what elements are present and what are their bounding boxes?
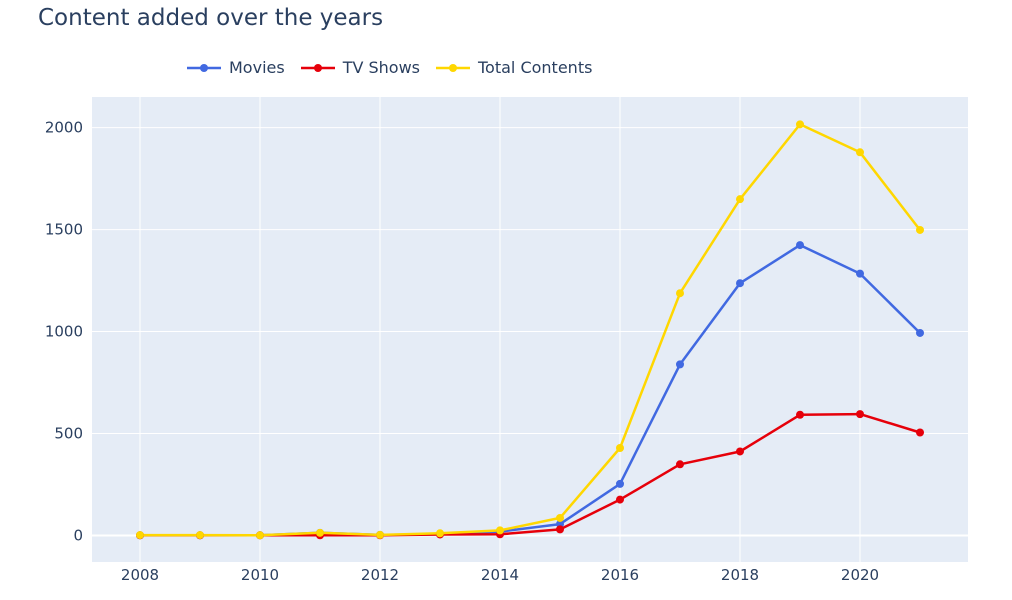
data-point-movies-2019[interactable] xyxy=(796,241,804,250)
y-tick-label: 1500 xyxy=(45,221,83,239)
x-tick-label: 2012 xyxy=(361,566,399,584)
data-point-tv-shows-2017[interactable] xyxy=(676,460,684,469)
series-points xyxy=(136,120,924,540)
x-axis-ticks: 2008 2010 2012 2014 2016 2018 2020 xyxy=(121,566,879,584)
legend-item-total-contents[interactable]: Total Contents xyxy=(434,58,592,77)
data-point-total-contents-2019[interactable] xyxy=(796,120,804,129)
legend-swatch-movies xyxy=(187,63,221,72)
legend-label-movies: Movies xyxy=(229,58,285,77)
data-point-tv-shows-2020[interactable] xyxy=(856,410,864,419)
x-tick-label: 2020 xyxy=(841,566,879,584)
data-point-tv-shows-2015[interactable] xyxy=(556,525,564,534)
data-point-total-contents-2015[interactable] xyxy=(556,513,564,522)
data-point-total-contents-2017[interactable] xyxy=(676,289,684,298)
data-point-movies-2020[interactable] xyxy=(856,269,864,278)
data-point-total-contents-2018[interactable] xyxy=(736,195,744,204)
data-point-total-contents-2016[interactable] xyxy=(616,443,624,452)
plot-area xyxy=(92,97,968,562)
x-gridlines xyxy=(139,97,861,562)
data-point-total-contents-2011[interactable] xyxy=(316,528,324,537)
data-point-total-contents-2013[interactable] xyxy=(436,529,444,538)
data-point-total-contents-2021[interactable] xyxy=(916,225,924,234)
data-point-tv-shows-2016[interactable] xyxy=(616,495,624,504)
legend-item-movies[interactable]: Movies xyxy=(185,58,285,77)
data-point-tv-shows-2018[interactable] xyxy=(736,447,744,456)
data-point-total-contents-2012[interactable] xyxy=(376,530,384,539)
legend-swatch-total-contents xyxy=(436,63,470,72)
data-point-tv-shows-2019[interactable] xyxy=(796,410,804,419)
legend-item-tv-shows[interactable]: TV Shows xyxy=(299,58,420,77)
data-point-total-contents-2009[interactable] xyxy=(196,531,204,540)
data-point-tv-shows-2021[interactable] xyxy=(916,428,924,437)
y-tick-label: 2000 xyxy=(45,119,83,137)
series-line-total-contents xyxy=(140,123,921,537)
series-lines xyxy=(140,123,921,537)
data-point-total-contents-2010[interactable] xyxy=(256,531,264,540)
y-tick-label: 1000 xyxy=(45,323,83,341)
x-tick-label: 2018 xyxy=(721,566,759,584)
x-tick-label: 2016 xyxy=(601,566,639,584)
data-point-total-contents-2020[interactable] xyxy=(856,148,864,157)
legend-swatch-tv-shows xyxy=(300,63,335,72)
data-point-movies-2016[interactable] xyxy=(616,479,624,488)
x-tick-label: 2008 xyxy=(121,566,159,584)
x-tick-label: 2010 xyxy=(241,566,279,584)
y-axis-ticks: 0 500 1000 1500 2000 xyxy=(45,119,83,545)
y-tick-label: 500 xyxy=(54,425,83,443)
data-point-movies-2018[interactable] xyxy=(736,279,744,288)
data-point-movies-2017[interactable] xyxy=(676,360,684,369)
legend-label-total-contents: Total Contents xyxy=(478,58,593,77)
data-point-total-contents-2014[interactable] xyxy=(496,526,504,535)
x-tick-label: 2014 xyxy=(481,566,519,584)
legend-label-tv-shows: TV Shows xyxy=(342,58,420,77)
chart-title: Content added over the years xyxy=(38,5,384,31)
data-point-movies-2021[interactable] xyxy=(916,328,924,337)
y-tick-label: 0 xyxy=(73,526,83,544)
legend: Movies TV Shows Total Contents xyxy=(185,58,592,77)
data-point-total-contents-2008[interactable] xyxy=(136,531,144,540)
